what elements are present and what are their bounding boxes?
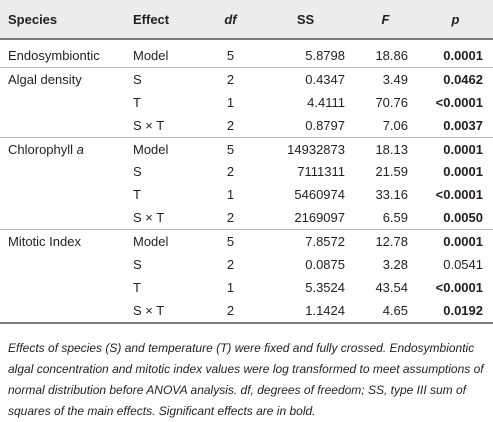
- cell-species: Algal density: [8, 71, 82, 87]
- table-row: Mitotic Index Model 5 7.8572 12.78 0.0001: [0, 230, 493, 253]
- cell-f: 12.78: [375, 234, 408, 250]
- cell-f: 3.28: [382, 256, 408, 272]
- cell-effect: S × T: [133, 113, 203, 138]
- header-ss: SS: [258, 0, 353, 40]
- cell-p: 0.0037: [418, 113, 493, 138]
- cell-ss: 1.1424: [258, 298, 353, 324]
- cell-ss: 5.3524: [305, 279, 345, 295]
- cell-f: 18.86: [353, 39, 418, 68]
- cell-effect: T: [133, 279, 141, 295]
- cell-f: 43.54: [375, 279, 408, 295]
- cell-ss: 0.0875: [305, 256, 345, 272]
- cell-f: 70.76: [375, 94, 408, 110]
- cell-df: 2: [203, 206, 258, 231]
- header-effect: Effect: [133, 0, 203, 40]
- cell-p: <0.0001: [435, 187, 483, 203]
- cell-p: 0.0001: [418, 39, 493, 68]
- cell-f: 6.59: [353, 206, 418, 231]
- header-df: df: [203, 0, 258, 40]
- table-row: T 1 4.4111 70.76 <0.0001: [0, 91, 493, 114]
- cell-effect: S: [133, 71, 142, 87]
- cell-species: [0, 183, 133, 206]
- cell-ss: 5.8798: [258, 39, 353, 68]
- cell-effect: Model: [133, 141, 169, 157]
- cell-effect: S × T: [133, 206, 203, 231]
- table-row: Chlorophyll a Model 5 14932873 18.13 0.0001: [0, 137, 493, 160]
- table-row: Algal density S 2 0.4347 3.49 0.0462: [0, 67, 493, 90]
- cell-species: [0, 160, 133, 183]
- cell-species: [0, 113, 133, 138]
- cell-species: [0, 298, 133, 324]
- table-row: S × T 2 1.1424 4.65 0.0192: [0, 298, 493, 324]
- cell-effect: S × T: [133, 298, 203, 324]
- cell-p: 0.0001: [443, 141, 483, 157]
- cell-effect: Model: [133, 234, 169, 250]
- cell-df: 5: [226, 141, 235, 157]
- cell-f: 21.59: [375, 164, 408, 180]
- cell-f: 18.13: [375, 141, 408, 157]
- cell-df: 2: [226, 256, 235, 272]
- cell-ss: 7111311: [297, 164, 345, 180]
- cell-f: 33.16: [375, 187, 408, 203]
- anova-table: Species Effect df SS F p Endosymbiontic M…: [0, 0, 493, 324]
- cell-df: 2: [226, 164, 235, 180]
- cell-effect: S: [133, 256, 142, 272]
- table-footnote: Effects of species (S) and temperature (…: [8, 341, 484, 418]
- cell-species: [0, 91, 133, 114]
- table-row: T 1 5.3524 43.54 <0.0001: [0, 276, 493, 299]
- cell-df: 1: [226, 187, 235, 203]
- cell-f: 3.49: [382, 71, 408, 87]
- cell-p: 0.0050: [418, 206, 493, 231]
- cell-p: 0.0192: [418, 298, 493, 324]
- table-row: S × T 2 0.8797 7.06 0.0037: [0, 113, 493, 138]
- cell-effect: T: [133, 187, 141, 203]
- cell-p: 0.0001: [443, 164, 483, 180]
- cell-species: Chlorophyll a: [0, 137, 133, 160]
- table-row: Endosymbiontic Model 5 5.8798 18.86 0.0001: [0, 39, 493, 68]
- cell-ss: 0.8797: [258, 113, 353, 138]
- cell-df: 1: [226, 94, 235, 110]
- header-p: p: [418, 0, 493, 40]
- cell-p: <0.0001: [435, 279, 483, 295]
- cell-species: [0, 276, 133, 299]
- table-row: T 1 5460974 33.16 <0.0001: [0, 183, 493, 206]
- species-label: Chlorophyll: [8, 141, 77, 157]
- header-f: F: [353, 0, 418, 40]
- table-body: Endosymbiontic Model 5 5.8798 18.86 0.0001 Alg…: [0, 39, 493, 324]
- species-label-italic: a: [76, 141, 84, 157]
- cell-ss: 14932873: [287, 141, 345, 157]
- table-header-row: Species Effect df SS F p: [0, 0, 493, 40]
- cell-p: 0.0541: [443, 256, 483, 272]
- cell-df: 5: [203, 39, 258, 68]
- cell-effect: T: [133, 94, 141, 110]
- cell-species: Mitotic Index: [8, 234, 81, 250]
- cell-f: 7.06: [353, 113, 418, 138]
- table-row: S 2 0.0875 3.28 0.0541: [0, 253, 493, 276]
- header-species: Species: [0, 0, 133, 40]
- table-row: S 2 7111311 21.59 0.0001: [0, 160, 493, 183]
- anova-table-container: Species Effect df SS F p Endosymbiontic M…: [0, 0, 493, 324]
- cell-p: 0.0462: [443, 71, 483, 87]
- cell-effect: Model: [133, 39, 203, 68]
- cell-p: 0.0001: [443, 234, 483, 250]
- table-row: S × T 2 2169097 6.59 0.0050: [0, 206, 493, 231]
- cell-ss: 5460974: [294, 187, 345, 203]
- cell-ss: 7.8572: [305, 234, 345, 250]
- cell-df: 2: [203, 113, 258, 138]
- cell-df: 5: [226, 234, 235, 250]
- cell-df: 2: [226, 71, 235, 87]
- cell-df: 2: [203, 298, 258, 324]
- cell-ss: 0.4347: [305, 71, 345, 87]
- cell-effect: S: [133, 164, 142, 180]
- cell-p: <0.0001: [435, 94, 483, 110]
- cell-f: 4.65: [353, 298, 418, 324]
- cell-species: Endosymbiontic: [0, 39, 133, 68]
- cell-df: 1: [226, 279, 235, 295]
- cell-species: [0, 253, 133, 276]
- cell-ss: 2169097: [258, 206, 353, 231]
- cell-species: [0, 206, 133, 231]
- cell-ss: 4.4111: [307, 94, 345, 110]
